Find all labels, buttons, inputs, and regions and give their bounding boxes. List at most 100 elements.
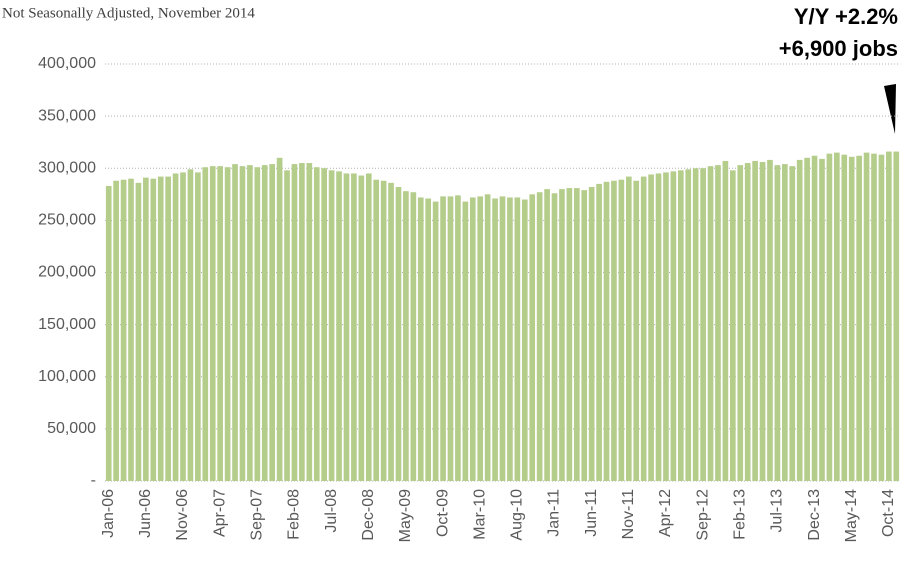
bar	[573, 188, 580, 481]
annotation: Y/Y +2.2%	[794, 4, 898, 29]
bar	[157, 176, 164, 481]
bar	[856, 155, 862, 482]
bar	[507, 197, 513, 481]
bar	[224, 167, 231, 481]
x-tick-label: Sep-12	[694, 489, 711, 541]
bar	[789, 166, 796, 482]
bar	[410, 192, 417, 482]
bar	[886, 151, 892, 481]
bar	[529, 194, 536, 481]
bar	[328, 170, 335, 481]
bar	[640, 176, 647, 481]
bar	[261, 165, 268, 481]
bar	[492, 198, 498, 482]
x-tick-label: Nov-06	[174, 489, 191, 541]
y-tick-label: 200,000	[38, 264, 96, 281]
bar	[358, 175, 365, 482]
bar	[782, 164, 788, 481]
bar	[209, 166, 216, 482]
x-tick-label: Dec-08	[360, 489, 377, 541]
bar	[521, 199, 528, 481]
bar	[165, 176, 171, 481]
bar	[603, 181, 610, 482]
bar	[336, 171, 342, 481]
bar	[432, 201, 439, 482]
bar	[440, 196, 446, 481]
bar	[195, 172, 201, 482]
x-tick-label: Apr-12	[657, 489, 674, 537]
bar	[863, 152, 870, 482]
bar	[351, 173, 357, 481]
bar	[380, 180, 387, 481]
x-tick-label: Jan-06	[100, 489, 117, 538]
bar	[536, 192, 543, 482]
bar	[217, 166, 223, 482]
bar	[774, 165, 781, 481]
bar	[551, 193, 558, 481]
bar	[848, 156, 855, 481]
bar	[893, 151, 900, 481]
bar	[447, 196, 454, 481]
x-tick-label: Mar-10	[471, 489, 488, 540]
bar	[425, 198, 432, 482]
x-tick-label: May-14	[843, 489, 860, 542]
bar	[313, 167, 320, 481]
bar	[187, 169, 194, 482]
bar	[321, 168, 328, 481]
bar	[878, 154, 885, 481]
y-tick-label: 250,000	[38, 212, 96, 229]
bar	[544, 189, 550, 481]
x-tick-label: Apr-07	[211, 489, 228, 537]
bar	[284, 170, 290, 481]
annotation: +6,900 jobs	[779, 36, 898, 61]
y-tick-label: 350,000	[38, 107, 96, 124]
pointer	[884, 84, 896, 134]
bar	[202, 167, 209, 481]
y-tick-label: -	[91, 472, 96, 489]
bar	[596, 183, 602, 481]
bar	[759, 161, 766, 481]
bar	[625, 176, 632, 481]
bar	[663, 172, 669, 482]
bar	[417, 197, 424, 481]
bar	[715, 165, 721, 481]
bar	[648, 174, 654, 481]
bar	[700, 168, 706, 481]
chart-subtitle: Not Seasonally Adjusted, November 2014	[2, 5, 255, 21]
bar	[767, 159, 773, 481]
bar	[484, 194, 491, 481]
y-tick-label: 100,000	[38, 368, 96, 385]
bar	[306, 163, 313, 481]
y-tick-label: 150,000	[38, 316, 96, 333]
bar	[514, 197, 521, 481]
bar	[462, 201, 469, 482]
bar	[373, 179, 380, 481]
bar	[581, 190, 588, 481]
bar	[826, 153, 833, 481]
bar	[744, 163, 751, 481]
bar	[172, 173, 179, 481]
bar	[804, 157, 810, 481]
x-tick-label: Sep-07	[249, 489, 266, 541]
bar	[752, 160, 758, 481]
x-tick-label: Jul-13	[769, 489, 786, 533]
bar	[633, 180, 640, 481]
x-tick-label: Dec-13	[806, 489, 823, 541]
bar	[737, 165, 744, 481]
bar	[559, 189, 565, 481]
bar	[105, 185, 112, 481]
y-tick-label: 300,000	[38, 159, 96, 176]
bar	[232, 164, 238, 481]
bar	[150, 178, 157, 482]
bar	[365, 173, 372, 481]
bar	[834, 152, 840, 482]
bar	[455, 195, 461, 482]
x-tick-label: May-09	[397, 489, 414, 542]
y-tick-label: 400,000	[38, 55, 96, 72]
bar	[588, 187, 595, 481]
bar	[692, 168, 699, 481]
x-tick-label: Jun-11	[583, 489, 600, 537]
x-tick-label: Oct-14	[880, 489, 897, 537]
bar	[291, 164, 298, 481]
